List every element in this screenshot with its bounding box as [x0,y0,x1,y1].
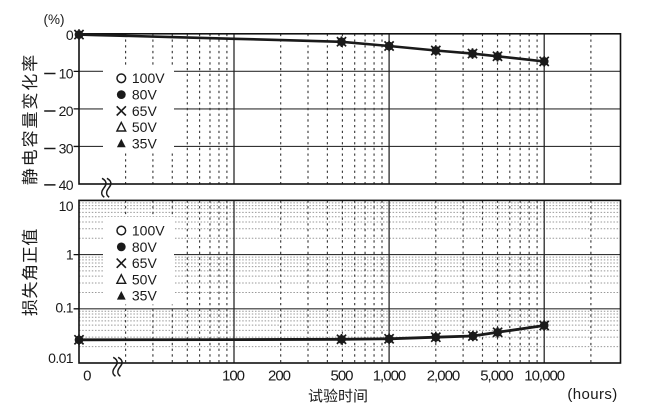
svg-text:65V: 65V [132,255,158,271]
svg-text:35V: 35V [132,288,158,304]
svg-text:35V: 35V [132,135,158,151]
svg-text:80V: 80V [132,239,158,255]
svg-text:0: 0 [66,27,74,43]
svg-text:10,000: 10,000 [524,368,565,385]
svg-text:50V: 50V [132,271,158,287]
svg-text:10: 10 [59,198,74,214]
svg-text:0: 0 [83,368,91,385]
svg-text:5,000: 5,000 [480,368,513,385]
svg-text:20: 20 [59,103,74,119]
svg-text:100: 100 [222,368,245,385]
svg-text:30: 30 [59,141,74,157]
svg-text:1,000: 1,000 [373,368,406,385]
svg-text:500: 500 [330,368,353,385]
svg-text:2,000: 2,000 [427,368,460,385]
svg-text:0.01: 0.01 [48,350,74,366]
svg-text:100V: 100V [132,70,165,86]
svg-text:50V: 50V [132,119,158,135]
svg-text:1: 1 [66,247,74,263]
svg-text:200: 200 [268,368,291,385]
svg-text:0.1: 0.1 [55,300,73,316]
svg-text:100V: 100V [132,223,165,239]
svg-text:(hours): (hours) [567,386,617,403]
svg-text:65V: 65V [132,103,158,119]
svg-text:80V: 80V [132,87,158,103]
svg-text:(%): (%) [44,12,65,27]
svg-text:40: 40 [59,177,74,193]
svg-text:10: 10 [59,65,74,81]
